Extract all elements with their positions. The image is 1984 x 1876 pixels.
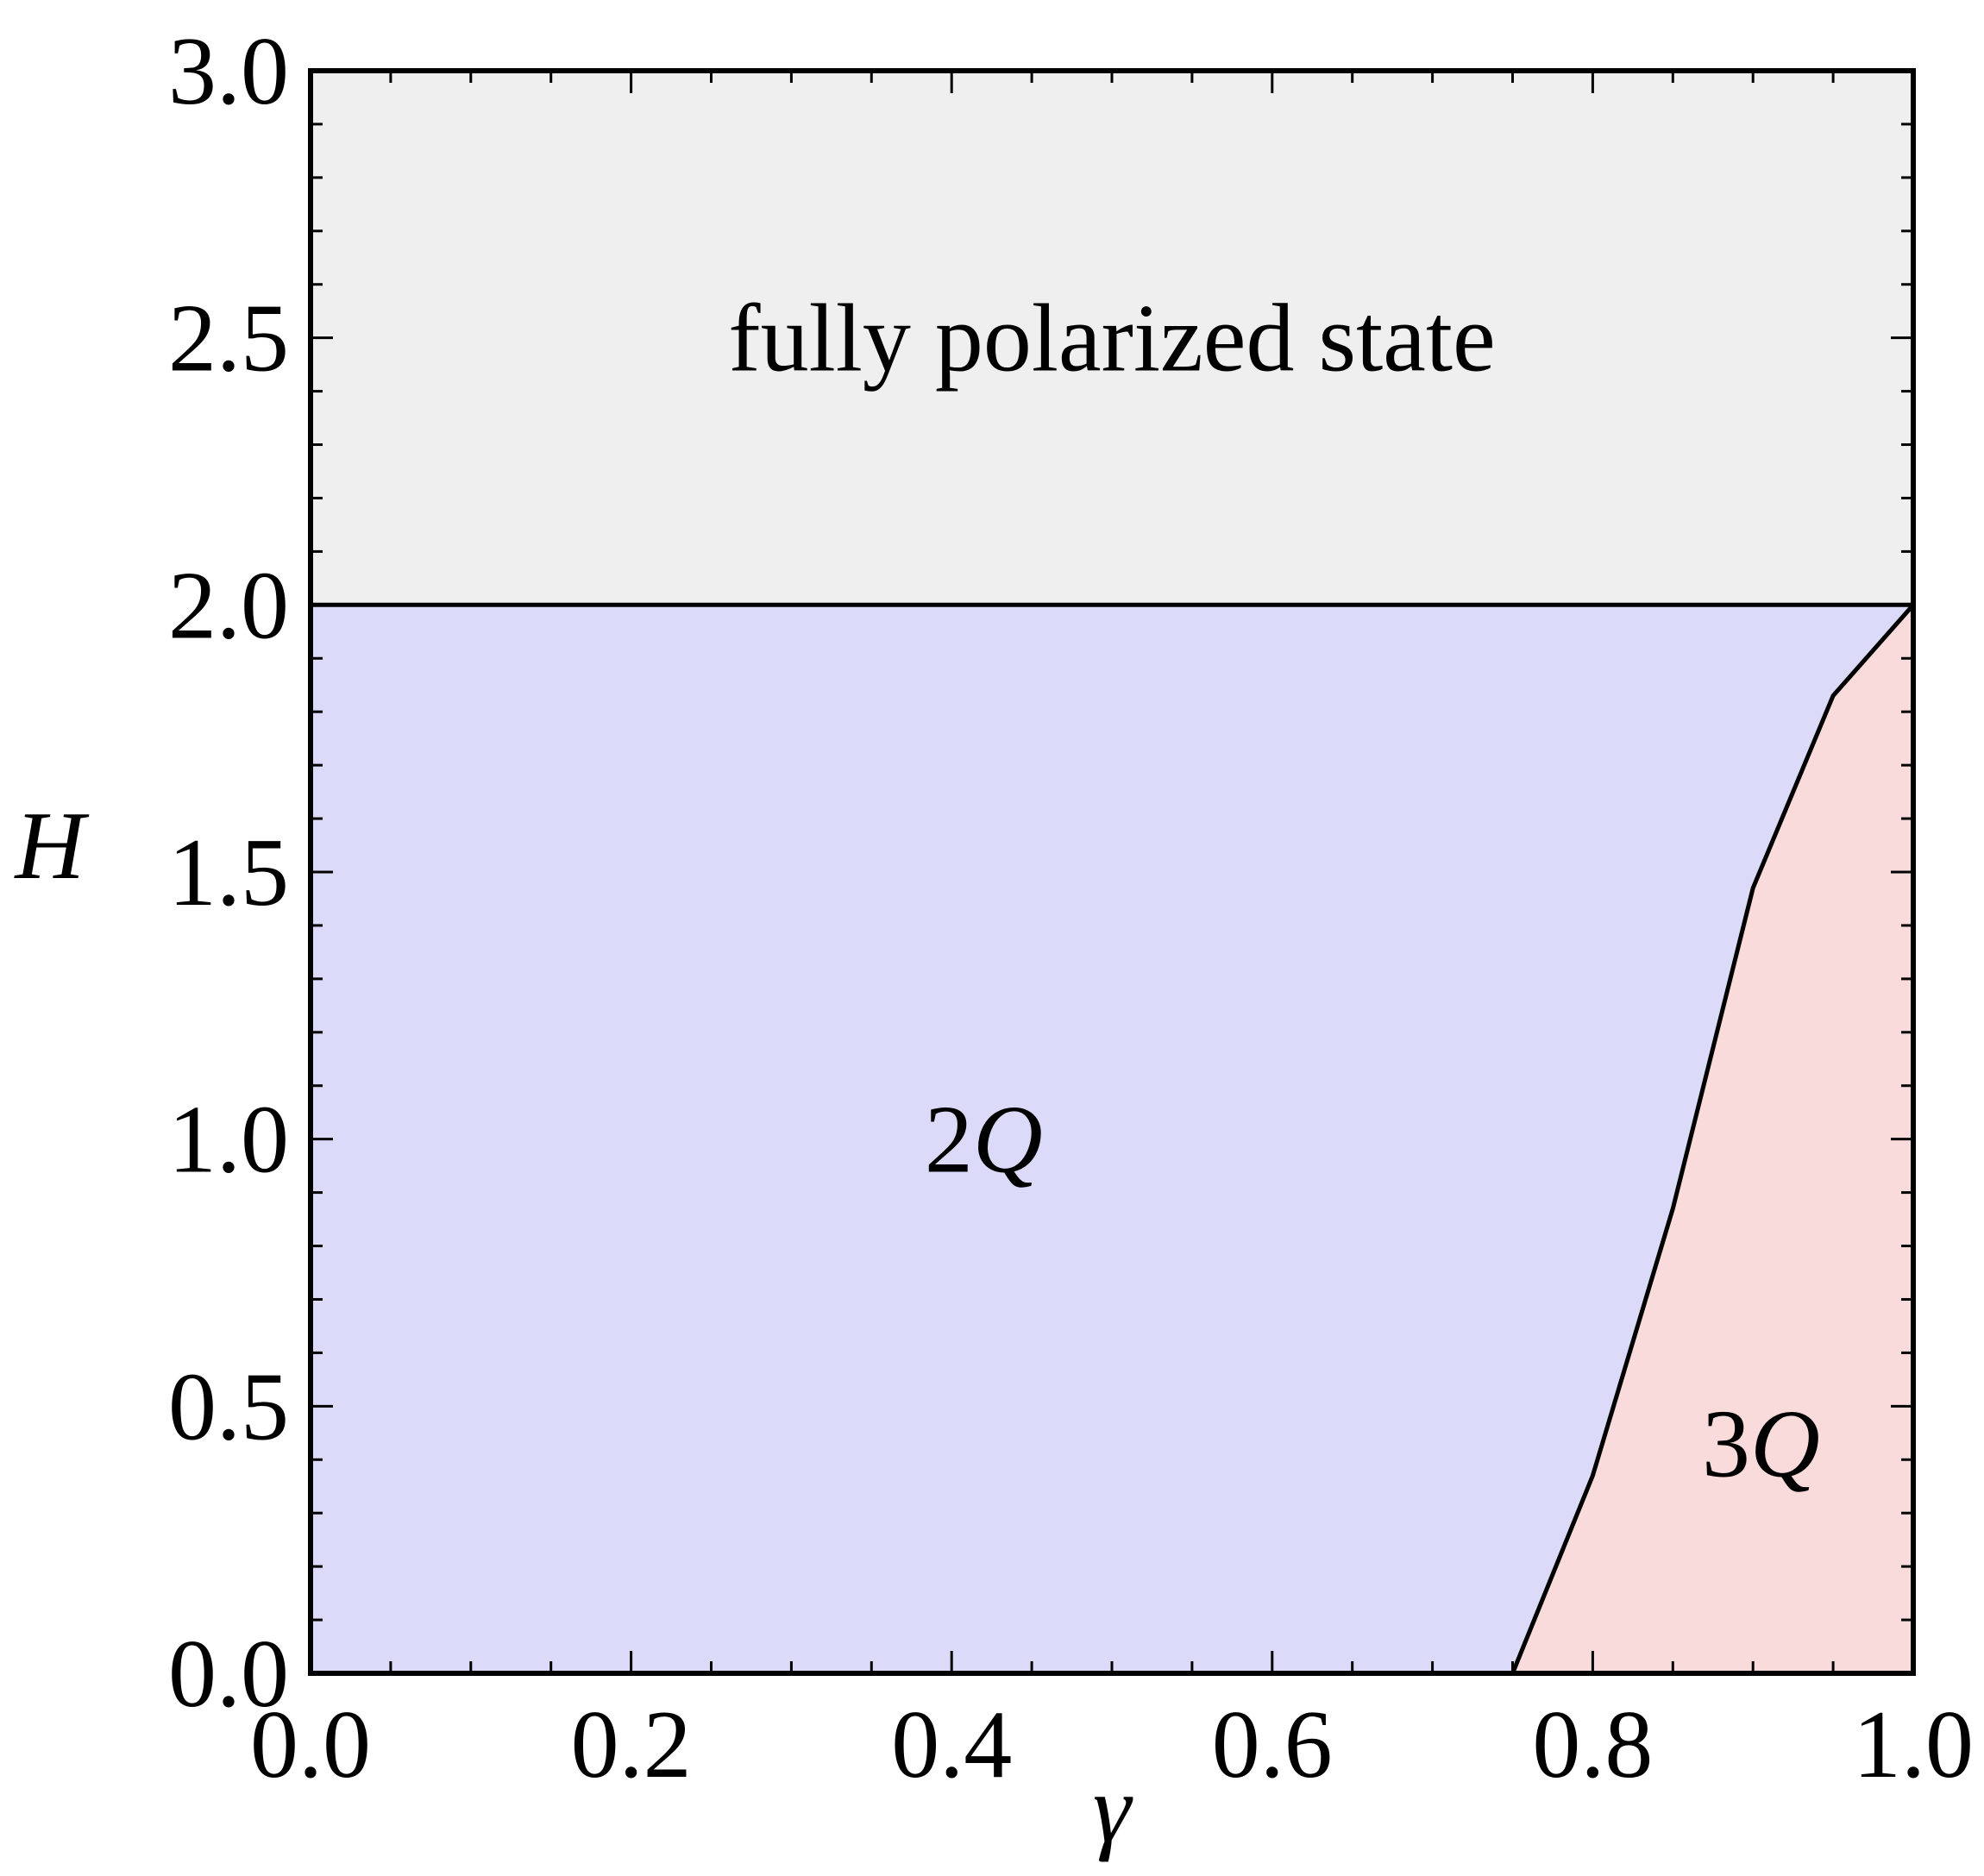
- x-tick-label: 0.8: [1532, 1691, 1653, 1798]
- tick-labels: 0.0 0.2 0.4 0.6 0.8 1.0 0.0 0.5 1.0 1.5 2.0 2.5 3.0: [168, 18, 1974, 1798]
- x-tick-label: 0.6: [1212, 1691, 1333, 1798]
- phase-boundaries: [311, 602, 1915, 1674]
- y-tick-label: 1.5: [168, 819, 289, 926]
- y-tick-label: 0.5: [168, 1353, 289, 1460]
- phase-boundary-line-1: [1510, 603, 1915, 1674]
- plot-frame: [308, 68, 1916, 1676]
- y-tick-label: 1.0: [168, 1087, 289, 1194]
- x-tick-label: 0.4: [891, 1691, 1012, 1798]
- phase-region-1: [311, 605, 1913, 1673]
- y-axis-label: H: [14, 793, 90, 900]
- y-tick-label: 3.0: [168, 18, 289, 125]
- phase-region-0: [311, 71, 1913, 605]
- region-labels: fully polarized state 2Q 3Q: [728, 285, 1820, 1498]
- region-label-2: 3Q: [1702, 1391, 1820, 1498]
- region-label-0: fully polarized state: [728, 285, 1495, 392]
- y-tick-label: 0.0: [168, 1621, 289, 1728]
- phase-region-2: [1512, 605, 1913, 1673]
- y-tick-label: 2.0: [168, 552, 289, 659]
- region-label-1: 2Q: [925, 1087, 1043, 1194]
- x-tick-label: 0.0: [250, 1691, 371, 1798]
- x-tick-label: 1.0: [1853, 1691, 1974, 1798]
- phase-regions: [311, 71, 1913, 1673]
- x-axis-label: γ: [1093, 1756, 1133, 1863]
- x-tick-label: 0.2: [571, 1691, 692, 1798]
- y-tick-label: 2.5: [168, 285, 289, 392]
